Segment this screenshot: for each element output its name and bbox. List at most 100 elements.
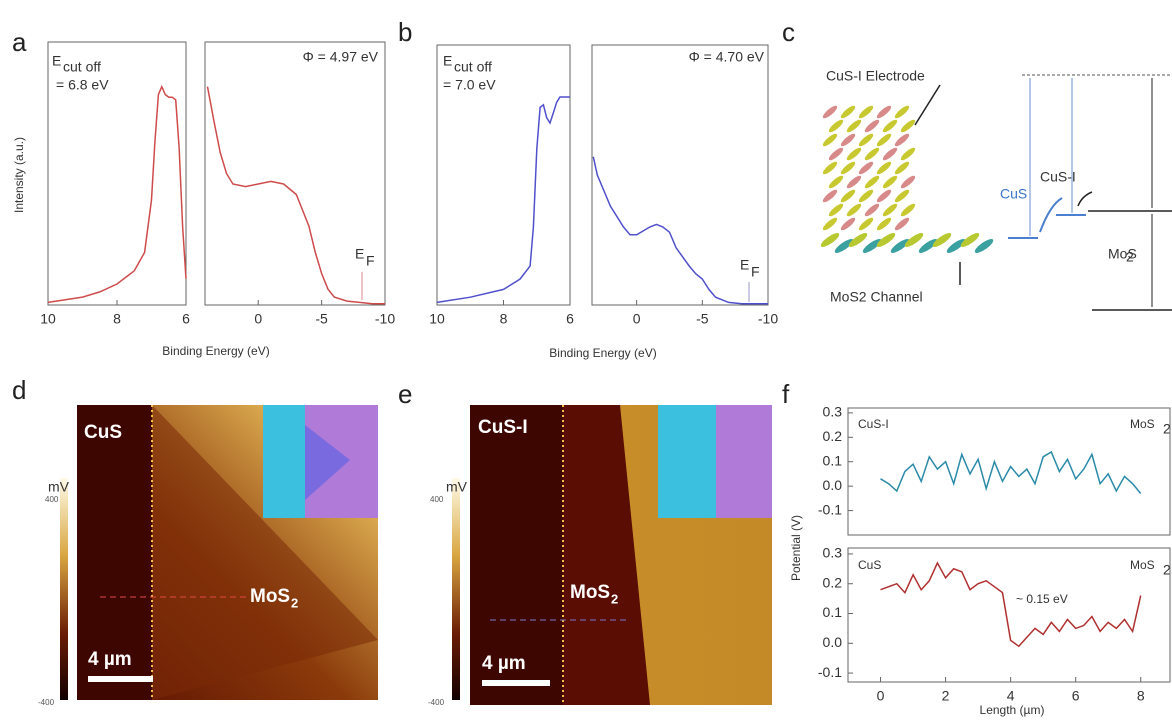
x-tick-label: 6	[1072, 688, 1080, 704]
rod	[827, 202, 845, 218]
x-tick-label: -10	[375, 311, 395, 327]
x-tick-label: 0	[633, 311, 641, 327]
y-tick-label: 0.1	[823, 452, 843, 468]
image-label: CuS-I	[478, 417, 528, 438]
pointer	[915, 85, 940, 125]
image-label: CuS	[84, 422, 122, 443]
rod	[863, 202, 881, 218]
x-tick-label: 10	[429, 311, 445, 327]
image-label: 2	[291, 595, 298, 610]
colorbar-min: -400	[38, 698, 55, 707]
colorbar-min: -400	[428, 698, 445, 707]
rod	[845, 202, 863, 218]
x-tick-label: -10	[758, 311, 778, 327]
rod	[839, 160, 857, 176]
x-tick-label: 6	[566, 311, 574, 327]
colorbar-max: 400	[430, 495, 444, 504]
rod	[845, 146, 863, 162]
y-tick-label: 0.3	[823, 545, 843, 561]
rod	[821, 132, 839, 148]
x-tick-label: 6	[182, 311, 190, 327]
colorbar-max: 400	[45, 495, 59, 504]
optical-inset	[263, 405, 305, 518]
annotation: cut off	[63, 59, 101, 75]
diagram-label: MoS2 Channel	[830, 289, 923, 305]
rod	[899, 118, 917, 134]
colorbar-unit: mV	[48, 479, 70, 495]
annotation: Φ = 4.70 eV	[689, 49, 765, 65]
y-tick-label: 0.3	[823, 404, 843, 420]
rod	[881, 146, 899, 162]
x-tick-label: -5	[696, 311, 709, 327]
colorbar	[60, 478, 68, 700]
rod	[881, 202, 899, 218]
panel-letter: b	[398, 17, 412, 47]
scale-bar	[88, 676, 153, 682]
level-label: CuS-I	[1040, 169, 1076, 185]
x-tick-label: -5	[315, 311, 328, 327]
x-axis-label: Binding Energy (eV)	[162, 344, 269, 358]
x-tick-label: 4	[1007, 688, 1015, 704]
rod	[973, 237, 995, 255]
level-label: CuS	[1000, 186, 1027, 202]
y-axis-label: Potential (V)	[789, 515, 803, 581]
rod	[827, 174, 845, 190]
y-tick-label: 0.0	[823, 477, 843, 493]
rod	[821, 160, 839, 176]
panel-letter: e	[398, 379, 412, 409]
colorbar	[452, 478, 460, 700]
rod	[893, 188, 911, 204]
rod	[863, 146, 881, 162]
rod	[875, 160, 893, 176]
diagram-label: CuS-I Electrode	[826, 68, 925, 84]
rod	[857, 104, 875, 120]
rod	[857, 188, 875, 204]
annotation: CuS	[858, 558, 881, 572]
rod	[821, 188, 839, 204]
plot-frame	[848, 408, 1170, 535]
x-tick-label: 0	[254, 311, 262, 327]
rod	[875, 132, 893, 148]
annotation: E	[443, 53, 452, 69]
data-line	[881, 452, 1141, 494]
rod	[899, 146, 917, 162]
rod	[893, 132, 911, 148]
annotation: F	[751, 264, 760, 280]
optical-inset	[658, 405, 716, 518]
plot-frame	[205, 42, 385, 305]
panel-letter: f	[782, 379, 790, 409]
rod	[839, 188, 857, 204]
rod	[893, 160, 911, 176]
y-tick-label: -0.1	[818, 664, 842, 680]
rod	[893, 104, 911, 120]
rod	[845, 118, 863, 134]
rod	[863, 118, 881, 134]
data-line	[593, 157, 768, 304]
rod	[839, 216, 857, 232]
x-tick-label: 8	[1137, 688, 1145, 704]
plot-frame	[848, 548, 1170, 682]
annotation: ~ 0.15 eV	[1016, 592, 1068, 606]
x-tick-label: 10	[40, 311, 56, 327]
y-tick-label: -0.1	[818, 501, 842, 517]
panel-letter: a	[12, 27, 27, 57]
colorbar-unit: mV	[446, 479, 468, 495]
x-tick-label: 2	[942, 688, 950, 704]
x-axis-label: Binding Energy (eV)	[549, 346, 656, 360]
y-tick-label: 0.0	[823, 634, 843, 650]
data-line	[48, 87, 186, 303]
x-tick-label: 8	[500, 311, 508, 327]
annotation: F	[366, 253, 375, 269]
rod	[827, 118, 845, 134]
rod	[857, 216, 875, 232]
x-axis-label: Length (µm)	[980, 703, 1045, 717]
rod	[839, 104, 857, 120]
annotation: cut off	[454, 59, 492, 75]
annotation: CuS-I	[858, 417, 889, 431]
figure: a b c d e f Intensity (a.u.) E cut off =…	[0, 0, 1172, 720]
rod	[893, 216, 911, 232]
annotation: E	[52, 53, 61, 69]
arrow	[1078, 192, 1092, 206]
y-axis-label: Intensity (a.u.)	[12, 137, 26, 213]
annotation: MoS	[1130, 417, 1155, 431]
